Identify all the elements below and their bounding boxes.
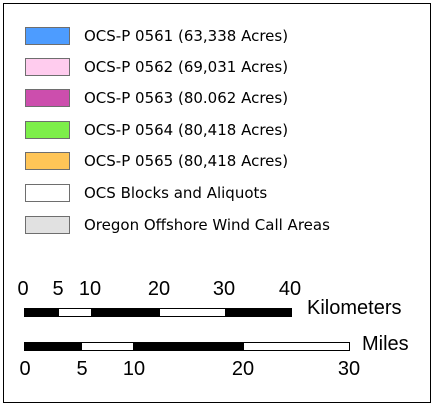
green-swatch-icon [25, 121, 70, 139]
mi-tick-label: 10 [122, 358, 146, 380]
km-tick-label: 5 [52, 278, 64, 300]
orange-swatch-icon [25, 152, 70, 170]
legend-item-ocs-p-0564: OCS-P 0564 (80,418 Acres) [25, 119, 288, 141]
legend-label: OCS-P 0561 (63,338 Acres) [84, 27, 289, 45]
mi-tick-label: 5 [76, 358, 88, 380]
km-bar-segment [225, 308, 292, 317]
km-unit-label: Kilometers [307, 297, 402, 319]
legend-label: OCS-P 0562 (69,031 Acres) [84, 58, 289, 76]
legend-label: OCS Blocks and Aliquots [84, 184, 268, 202]
legend-item-ocs-p-0563: OCS-P 0563 (80.062 Acres) [25, 87, 288, 109]
km-tick-label: 20 [147, 278, 171, 300]
km-bar-segment [159, 308, 226, 317]
map-legend-panel: OCS-P 0561 (63,338 Acres) OCS-P 0562 (69… [3, 3, 431, 403]
blue-swatch-icon [25, 27, 70, 45]
legend-label: OCS-P 0563 (80.062 Acres) [84, 89, 289, 107]
legend-item-call-areas: Oregon Offshore Wind Call Areas [25, 214, 330, 236]
mi-bar-segment [81, 342, 134, 351]
legend-item-ocs-blocks: OCS Blocks and Aliquots [25, 182, 267, 204]
mi-tick-label: 20 [231, 358, 255, 380]
mi-unit-label: Miles [362, 333, 409, 355]
legend-label: OCS-P 0564 (80,418 Acres) [84, 121, 289, 139]
legend-item-ocs-p-0565: OCS-P 0565 (80,418 Acres) [25, 150, 288, 172]
legend-item-ocs-p-0562: OCS-P 0562 (69,031 Acres) [25, 56, 288, 78]
legend-label: Oregon Offshore Wind Call Areas [84, 216, 330, 234]
mi-tick-label: 30 [337, 358, 361, 380]
km-bar-segment [91, 308, 160, 317]
gray-swatch-icon [25, 216, 70, 234]
km-tick-label: 0 [17, 278, 29, 300]
km-bar-segment [58, 308, 92, 317]
mi-tick-label: 0 [19, 358, 31, 380]
white-swatch-icon [25, 184, 70, 202]
km-tick-label: 40 [278, 278, 302, 300]
pink-swatch-icon [25, 58, 70, 76]
km-tick-label: 30 [212, 278, 236, 300]
mi-bar-segment [24, 342, 82, 351]
km-bar-segment [24, 308, 59, 317]
km-tick-label: 10 [78, 278, 102, 300]
mi-bar-segment [243, 342, 350, 351]
legend-label: OCS-P 0565 (80,418 Acres) [84, 152, 289, 170]
magenta-swatch-icon [25, 89, 70, 107]
mi-bar-segment [133, 342, 244, 351]
legend-item-ocs-p-0561: OCS-P 0561 (63,338 Acres) [25, 25, 288, 47]
